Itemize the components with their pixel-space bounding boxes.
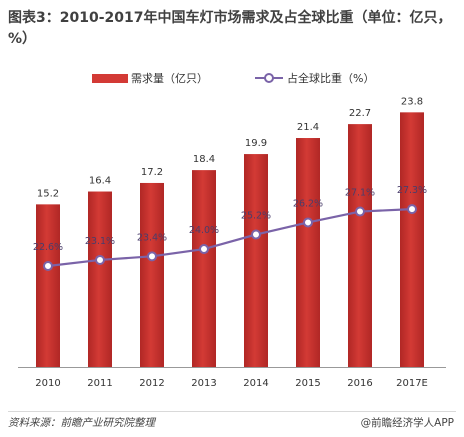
share-value-label-2013: 24.0% xyxy=(189,225,219,236)
bar-2010 xyxy=(36,204,60,367)
x-tick-label-2013: 2013 xyxy=(191,378,216,389)
x-tick-label-2012: 2012 xyxy=(139,378,164,389)
share-point-2011 xyxy=(95,254,105,265)
bar-2011 xyxy=(88,191,112,367)
legend-item-share: 占全球比重（%） xyxy=(255,70,374,86)
x-tick-label-2010: 2010 xyxy=(35,378,60,389)
legend-item-demand: 需求量（亿只） xyxy=(92,70,208,86)
x-tick-label-2014: 2014 xyxy=(243,378,268,389)
bar-2014 xyxy=(244,154,268,367)
bar-2017E xyxy=(400,112,424,367)
share-value-label-2016: 27.1% xyxy=(345,188,375,199)
share-point-2016 xyxy=(355,206,365,217)
footer-divider xyxy=(8,411,456,412)
share-point-2017E xyxy=(407,204,417,215)
x-tick-label-2015: 2015 xyxy=(295,378,320,389)
share-value-label-2015: 26.2% xyxy=(293,198,323,209)
share-point-2010 xyxy=(43,261,53,271)
bar-value-label-2014: 19.9 xyxy=(245,138,267,149)
legend-label-demand: 需求量（亿只） xyxy=(131,72,208,85)
x-tick-label-2017E: 2017E xyxy=(396,378,428,389)
bar-value-label-2017E: 23.8 xyxy=(401,96,423,107)
bar-value-label-2012: 17.2 xyxy=(141,167,163,178)
x-tick-label-2016: 2016 xyxy=(347,378,372,389)
bar-2012 xyxy=(140,182,164,367)
share-value-label-2017E: 27.3% xyxy=(397,185,427,196)
bar-value-label-2011: 16.4 xyxy=(89,176,111,187)
share-point-2012 xyxy=(147,251,157,262)
share-value-label-2012: 23.4% xyxy=(137,232,167,243)
legend-bar-swatch xyxy=(92,73,128,83)
x-tick-label-2011: 2011 xyxy=(87,378,112,389)
footer: 资料来源：前瞻产业研究院整理 @前瞻经济学人APP xyxy=(8,415,456,431)
share-point-2014 xyxy=(251,229,261,240)
share-value-label-2010: 22.6% xyxy=(33,242,63,253)
bar-2013 xyxy=(192,170,216,367)
bar-value-label-2010: 15.2 xyxy=(37,188,59,199)
share-point-2013 xyxy=(199,244,209,255)
bar-value-label-2015: 21.4 xyxy=(297,122,319,133)
share-value-label-2014: 25.2% xyxy=(241,211,271,222)
share-value-label-2011: 23.1% xyxy=(85,236,115,247)
bar-value-label-2013: 18.4 xyxy=(193,154,215,165)
brand-credit: @前瞻经济学人APP xyxy=(360,417,454,429)
source-note: 资料来源：前瞻产业研究院整理 xyxy=(8,417,155,429)
share-line xyxy=(47,208,413,268)
bar-2016 xyxy=(348,124,372,367)
bar-2015 xyxy=(296,138,320,367)
chart-legend: 需求量（亿只） 占全球比重（%） xyxy=(0,70,464,88)
bar-value-label-2016: 22.7 xyxy=(349,108,371,119)
share-point-2015 xyxy=(303,217,313,228)
chart-title: 图表3：2010-2017年中国车灯市场需求及占全球比重（单位：亿只，%） xyxy=(8,10,452,47)
legend-line-swatch xyxy=(255,72,283,84)
legend-label-share: 占全球比重（%） xyxy=(287,72,375,85)
